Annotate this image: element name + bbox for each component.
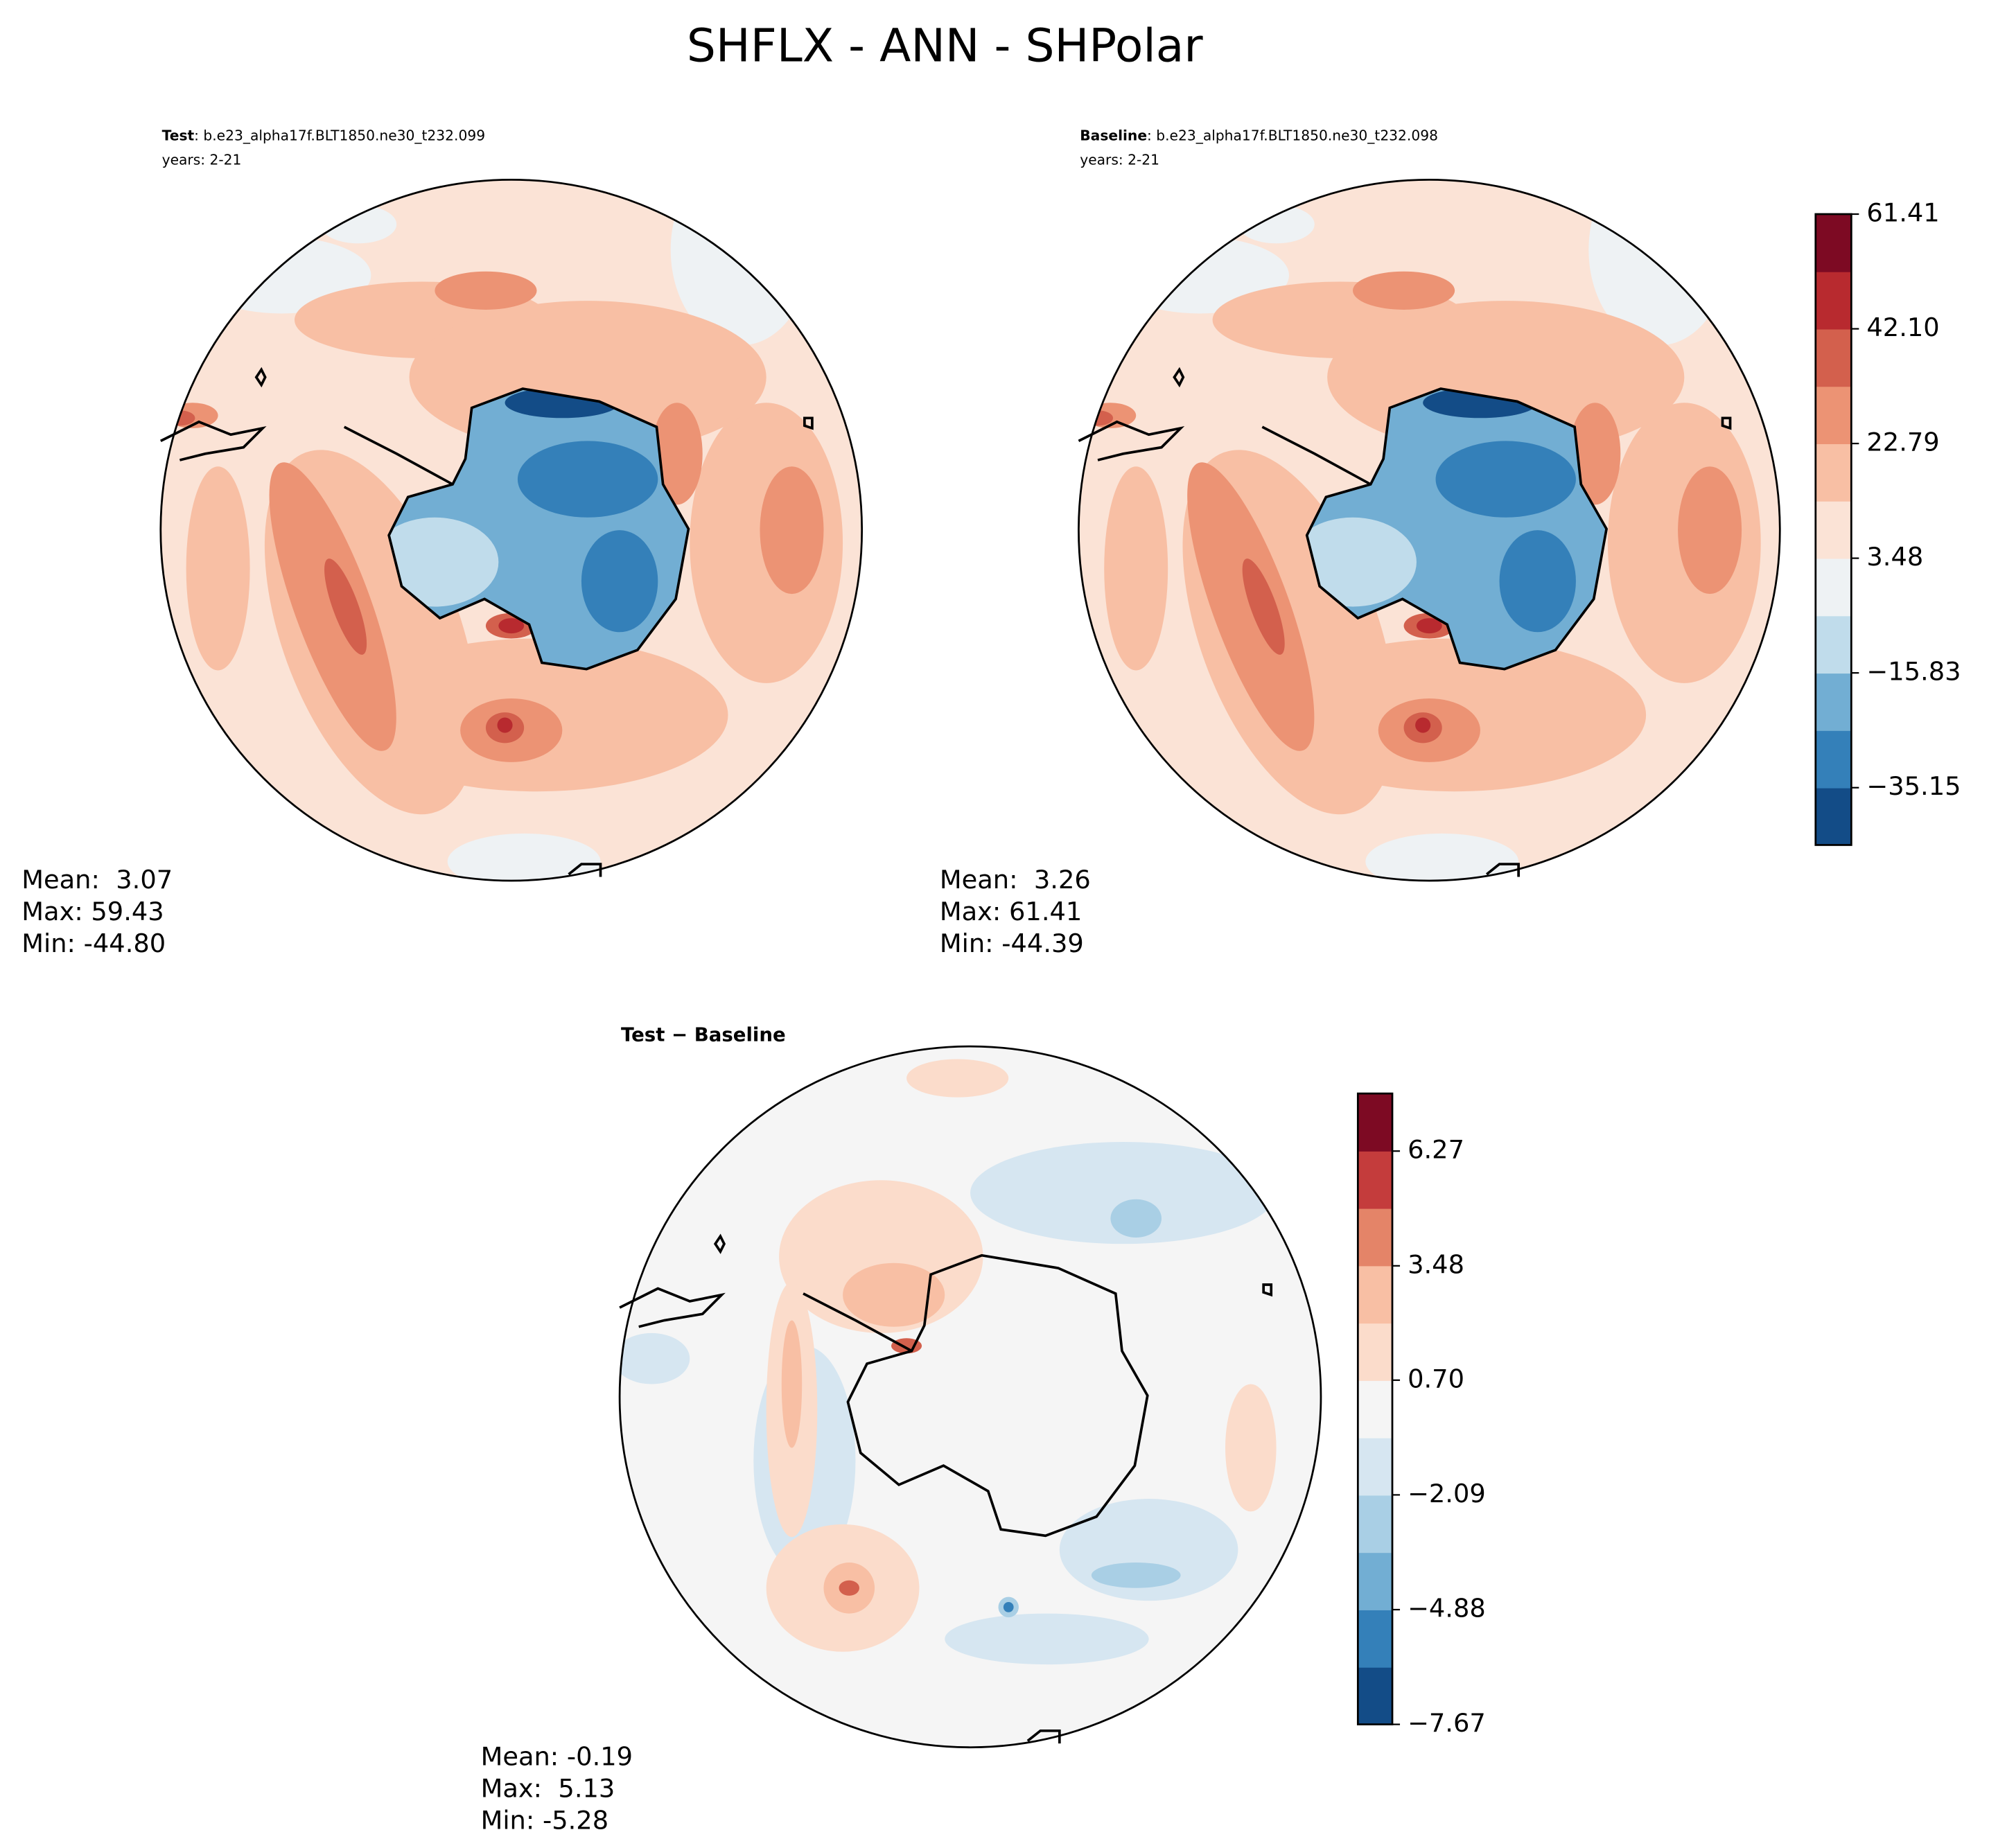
colorbar-band — [1815, 673, 1852, 731]
colorbar-band — [1358, 1265, 1392, 1324]
colorbar-band — [1358, 1495, 1392, 1554]
colorbar-tick-label: −7.67 — [1408, 1708, 1486, 1738]
colorbar-band — [1815, 500, 1852, 559]
colorbar-tick-label: −35.15 — [1866, 771, 1961, 801]
colorbar-tick-label: 0.70 — [1408, 1364, 1464, 1393]
stat: Mean: 3.26 — [940, 865, 1091, 895]
colorbar-band — [1815, 214, 1852, 272]
panel-case: : b.e23_alpha17f.BLT1850.ne30_t232.098 — [1147, 127, 1438, 143]
colorbar-band — [1815, 558, 1852, 617]
colorbar-band — [1358, 1323, 1392, 1381]
panel-title: Test: b.e23_alpha17f.BLT1850.ne30_t232.0… — [162, 127, 485, 143]
colorbar-band — [1358, 1093, 1392, 1152]
colorbar-band — [1815, 328, 1852, 387]
panel-name: Test — [162, 127, 195, 143]
map-frame — [159, 178, 864, 882]
stat: Max: 59.43 — [21, 897, 164, 926]
colorbar-band — [1815, 271, 1852, 330]
colorbar-band — [1358, 1380, 1392, 1438]
stat: Min: -5.28 — [481, 1805, 609, 1835]
colorbar-tick-label: 42.10 — [1866, 313, 1939, 342]
colorbar-tick-label: 3.48 — [1408, 1249, 1464, 1279]
colorbar-tick-label: 61.41 — [1866, 198, 1939, 228]
colorbar-frame — [1356, 1092, 1394, 1725]
colorbar-band — [1815, 787, 1852, 846]
colorbar-band — [1358, 1666, 1392, 1725]
stat: Mean: -0.19 — [481, 1741, 633, 1771]
colorbar-tick-label: 6.27 — [1408, 1135, 1464, 1165]
map-frame — [1078, 178, 1781, 882]
stat: Mean: 3.07 — [21, 865, 173, 895]
colorbar-tick-label: 22.79 — [1866, 428, 1939, 457]
colorbar-band — [1358, 1208, 1392, 1267]
stat: Min: -44.80 — [21, 929, 166, 958]
colorbar-band — [1815, 443, 1852, 502]
panel-name: Baseline — [1080, 127, 1147, 143]
figure-title: SHFLX - ANN - SHPolar — [687, 19, 1204, 72]
colorbar-band — [1815, 730, 1852, 789]
stat: Min: -44.39 — [940, 929, 1084, 958]
stat: Max: 5.13 — [481, 1773, 615, 1803]
panel-subtitle: years: 2-21 — [162, 151, 242, 168]
panel-title: Test − Baseline — [621, 1023, 786, 1046]
colorbar-tick-label: 3.48 — [1866, 542, 1923, 572]
colorbar-tick-label: −2.09 — [1408, 1479, 1486, 1508]
colorbar-band — [1358, 1552, 1392, 1610]
colorbar-band — [1358, 1150, 1392, 1209]
panel-case: : b.e23_alpha17f.BLT1850.ne30_t232.099 — [194, 127, 485, 143]
colorbar-band — [1815, 386, 1852, 444]
colorbar-tick-label: −15.83 — [1866, 657, 1961, 687]
colorbar-band — [1358, 1437, 1392, 1496]
colorbar-band — [1358, 1610, 1392, 1668]
panel-title: Baseline: b.e23_alpha17f.BLT1850.ne30_t2… — [1080, 127, 1438, 143]
colorbar-tick-label: −4.88 — [1408, 1593, 1486, 1623]
map-frame — [618, 1045, 1322, 1749]
panel-subtitle: years: 2-21 — [1080, 151, 1159, 168]
colorbar-band — [1815, 615, 1852, 674]
stat: Max: 61.41 — [940, 897, 1082, 926]
colorbar-frame — [1814, 213, 1852, 846]
